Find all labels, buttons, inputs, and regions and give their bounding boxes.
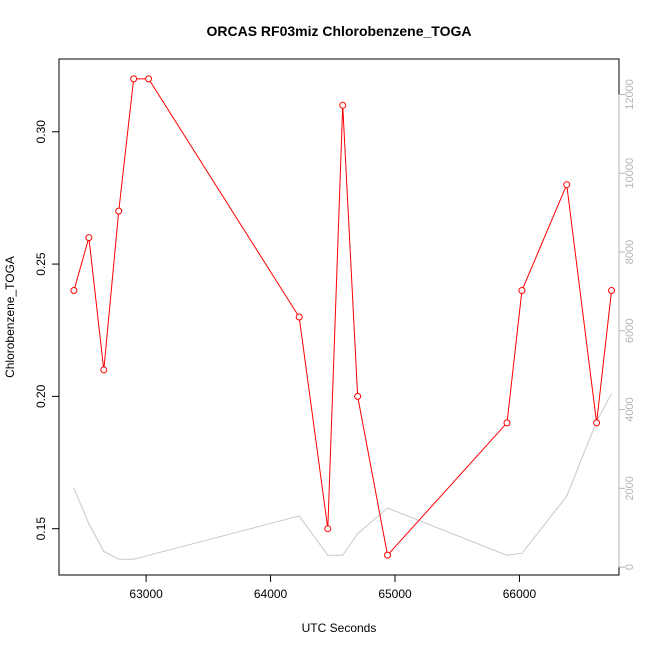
y-tick-label: 0.20 — [34, 384, 48, 408]
primary-series-line — [73, 78, 613, 557]
y-axis: 0.15 0.20 0.25 0.30 — [34, 120, 60, 541]
secondary-y-tick-label: 10000 — [624, 158, 636, 189]
y-tick-label: 0.30 — [34, 120, 48, 144]
data-point — [145, 75, 153, 83]
series-layer — [70, 75, 616, 560]
x-axis: 63000 64000 65000 66000 — [129, 574, 537, 601]
y-tick-label: 0.25 — [34, 252, 48, 276]
data-point — [608, 287, 616, 295]
plot-frame — [58, 58, 620, 576]
data-point — [503, 419, 511, 427]
x-tick-label: 66000 — [503, 587, 537, 601]
secondary-series-line — [73, 393, 612, 560]
data-point — [100, 366, 108, 374]
secondary-y-tick-label: 12000 — [624, 79, 636, 110]
data-point — [518, 287, 526, 295]
x-tick-label: 64000 — [254, 587, 288, 601]
y-tick-label: 0.15 — [34, 517, 48, 541]
data-point — [295, 313, 303, 321]
secondary-y-tick-label: 6000 — [624, 319, 636, 343]
secondary-y-tick-label: 2000 — [624, 476, 636, 500]
x-tick-label: 63000 — [129, 587, 163, 601]
data-point — [593, 419, 601, 427]
x-tick-label: 65000 — [378, 587, 412, 601]
secondary-y-tick-label: 4000 — [624, 397, 636, 421]
secondary-y-tick-label: 0 — [624, 564, 636, 570]
data-point — [70, 287, 78, 295]
secondary-y-axis: 0 2000 4000 6000 8000 10000 12000 — [618, 79, 636, 570]
data-point — [339, 101, 347, 109]
x-axis-label: UTC Seconds — [302, 621, 377, 635]
chart-title: ORCAS RF03miz Chlorobenzene_TOGA — [206, 23, 471, 39]
secondary-y-tick-label: 8000 — [624, 240, 636, 264]
data-point — [130, 75, 138, 83]
y-axis-label: Chlorobenzene_TOGA — [3, 256, 17, 378]
data-point — [324, 525, 332, 533]
data-point — [384, 551, 392, 559]
data-point — [115, 207, 123, 215]
data-point — [354, 392, 362, 400]
data-point — [563, 181, 571, 189]
data-point — [85, 234, 93, 242]
